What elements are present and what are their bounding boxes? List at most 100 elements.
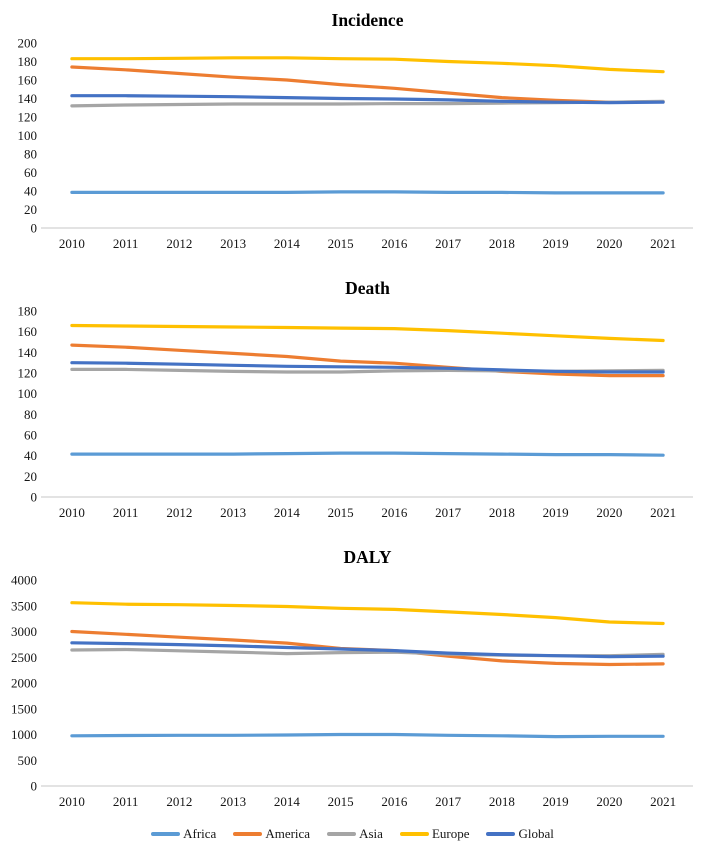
series-america-line (70, 343, 665, 378)
y-tick-label: 20 (24, 469, 37, 484)
y-tick-label: 100 (18, 386, 38, 401)
y-tick-label: 4000 (11, 573, 37, 588)
x-tick-label: 2012 (166, 505, 192, 520)
y-tick-label: 0 (31, 490, 38, 505)
series-europe-line (70, 601, 665, 626)
legend-item-global: Global (486, 826, 554, 842)
legend-item-africa: Africa (151, 826, 216, 842)
x-tick-label: 2017 (435, 505, 462, 520)
y-tick-label: 180 (18, 304, 38, 319)
y-tick-label: 1500 (11, 701, 37, 716)
y-tick-label: 160 (18, 73, 38, 88)
death-chart-title: Death (345, 278, 390, 298)
x-tick-label: 2013 (220, 794, 246, 809)
x-tick-label: 2019 (543, 794, 569, 809)
x-tick-label: 2016 (381, 505, 408, 520)
legend-label-africa: Africa (183, 826, 217, 841)
y-tick-label: 160 (18, 324, 38, 339)
series-africa-line (70, 732, 665, 739)
x-tick-label: 2017 (435, 794, 462, 809)
x-tick-label: 2020 (596, 794, 622, 809)
x-tick-label: 2021 (650, 505, 676, 520)
x-tick-label: 2020 (596, 236, 622, 251)
x-tick-label: 2015 (328, 505, 354, 520)
death-plot: 180 160 140 120 100 80 60 40 20 0 2010 2011 2012 2013… (18, 304, 693, 520)
x-tick-label: 2017 (435, 236, 462, 251)
y-tick-label: 100 (18, 128, 38, 143)
x-tick-label: 2010 (59, 236, 85, 251)
x-tick-label: 2010 (59, 794, 85, 809)
x-tick-label: 2018 (489, 505, 515, 520)
africa-line-swatch (151, 832, 181, 836)
asia-line-swatch (327, 832, 357, 836)
x-tick-label: 2010 (59, 505, 85, 520)
y-tick-label: 3000 (11, 624, 37, 639)
y-tick-label: 500 (18, 753, 38, 768)
y-tick-label: 60 (24, 165, 37, 180)
x-tick-label: 2016 (381, 794, 408, 809)
x-tick-label: 2012 (166, 794, 192, 809)
legend-item-asia: Asia (327, 826, 383, 842)
y-tick-label: 1000 (11, 727, 37, 742)
series-africa-line (70, 190, 665, 195)
legend-item-america: America (233, 826, 310, 842)
y-tick-label: 3500 (11, 598, 37, 613)
x-tick-label: 2011 (113, 505, 139, 520)
death-chart: Death 180 160 140 120 100 80 60 40 20 0 2010 2011 20… (0, 261, 705, 530)
x-tick-label: 2018 (489, 236, 515, 251)
daly-chart: DALY 4000 3500 3000 2500 2000 1500 1000 500 0 201… (0, 530, 705, 819)
x-tick-label: 2020 (596, 505, 622, 520)
y-tick-label: 120 (18, 366, 38, 381)
x-tick-label: 2014 (274, 505, 301, 520)
europe-line-swatch (399, 832, 429, 836)
legend-label-global: Global (518, 826, 554, 841)
series-europe-line (70, 56, 665, 74)
x-tick-label: 2019 (543, 505, 569, 520)
x-tick-label: 2013 (220, 236, 246, 251)
y-tick-label: 0 (31, 221, 38, 236)
legend-label-asia: Asia (359, 826, 383, 841)
x-tick-label: 2011 (113, 794, 139, 809)
incidence-chart: Incidence 200 180 160 140 120 100 80 60 40 20 0 201… (0, 0, 705, 261)
series-global-line (70, 94, 665, 105)
y-tick-label: 180 (18, 54, 38, 69)
y-tick-label: 80 (24, 147, 37, 162)
y-tick-label: 80 (24, 407, 37, 422)
legend-label-europe: Europe (431, 826, 470, 841)
x-tick-label: 2011 (113, 236, 139, 251)
y-tick-label: 2500 (11, 650, 37, 665)
daly-chart-title: DALY (343, 547, 392, 567)
america-line-swatch (233, 832, 263, 836)
legend-label-america: America (265, 826, 311, 841)
x-tick-label: 2021 (650, 794, 676, 809)
legend-item-europe: Europe (399, 826, 470, 842)
x-tick-label: 2016 (381, 236, 408, 251)
series-america-line (70, 629, 665, 667)
x-tick-label: 2019 (543, 236, 569, 251)
global-line-swatch (486, 832, 516, 836)
y-tick-label: 140 (18, 91, 38, 106)
y-tick-label: 40 (24, 184, 37, 199)
x-tick-label: 2015 (328, 236, 354, 251)
x-tick-label: 2013 (220, 505, 246, 520)
y-tick-label: 120 (18, 110, 38, 125)
series-africa-line (70, 451, 665, 457)
y-tick-label: 200 (18, 36, 38, 51)
series-europe-line (70, 323, 665, 343)
x-tick-label: 2015 (328, 794, 354, 809)
y-tick-label: 0 (31, 779, 38, 794)
x-tick-label: 2018 (489, 794, 515, 809)
daly-plot: 4000 3500 3000 2500 2000 1500 1000 500 0 2010 2011… (11, 573, 693, 809)
x-tick-label: 2021 (650, 236, 676, 251)
series-global-line (70, 361, 665, 374)
y-tick-label: 60 (24, 428, 37, 443)
x-tick-label: 2014 (274, 236, 301, 251)
y-tick-label: 40 (24, 448, 37, 463)
x-tick-label: 2014 (274, 794, 301, 809)
incidence-chart-title: Incidence (331, 10, 404, 30)
series-global-line (70, 641, 665, 659)
y-tick-label: 140 (18, 345, 38, 360)
x-tick-label: 2012 (166, 236, 192, 251)
